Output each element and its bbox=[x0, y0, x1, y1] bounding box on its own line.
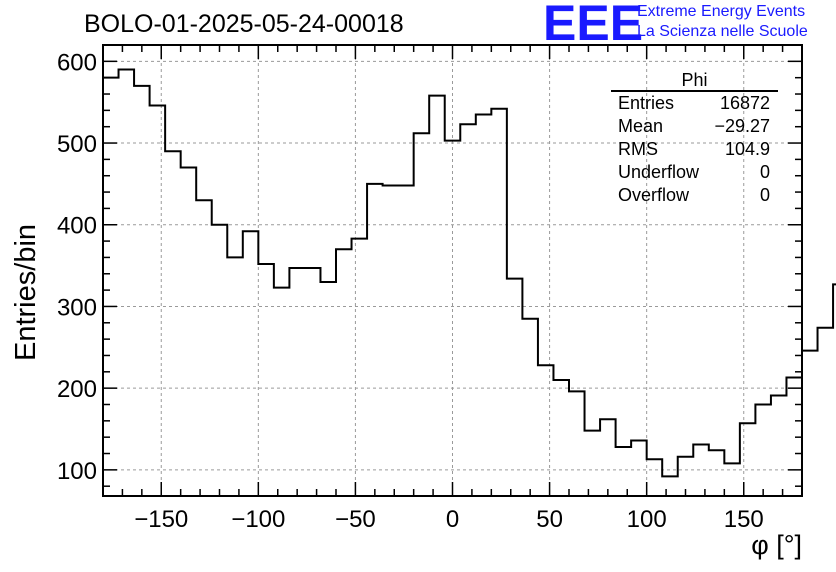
x-axis-label: φ [°] bbox=[751, 530, 802, 560]
stats-value: 104.9 bbox=[724, 139, 770, 159]
x-tick-label: 50 bbox=[536, 506, 563, 533]
y-tick-label: 200 bbox=[57, 376, 97, 403]
stats-row: Mean −29.27 bbox=[611, 115, 778, 138]
stats-value: 0 bbox=[759, 185, 770, 205]
chart-title: BOLO-01-2025-05-24-00018 bbox=[84, 10, 404, 38]
stats-label: Entries bbox=[618, 93, 675, 113]
y-tick-label: 500 bbox=[57, 131, 97, 158]
x-tick-labels: −150 −100 −50 0 50 100 150 bbox=[134, 506, 764, 533]
y-tick-label: 400 bbox=[57, 213, 97, 240]
plot-frame bbox=[102, 44, 803, 497]
logo-line-2: La Scienza nelle Scuole bbox=[637, 23, 808, 40]
stats-value: −29.27 bbox=[714, 116, 770, 136]
x-tick-label: −50 bbox=[335, 506, 376, 533]
stats-label: RMS bbox=[618, 139, 658, 159]
x-tick-label: 0 bbox=[446, 506, 459, 533]
stats-value: 0 bbox=[759, 162, 770, 182]
x-tick-label: 100 bbox=[627, 506, 667, 533]
eee-logo: EEE bbox=[543, 0, 644, 51]
logo-line-1: Extreme Energy Events bbox=[637, 3, 806, 20]
x-tick-label: 150 bbox=[724, 506, 764, 533]
y-axis-label: Entries/bin bbox=[10, 223, 42, 361]
stats-box-name: Phi bbox=[611, 70, 778, 92]
stats-row: Overflow 0 bbox=[611, 184, 778, 207]
stats-row: Entries 16872 bbox=[611, 92, 778, 115]
y-tick-label: 100 bbox=[57, 458, 97, 485]
y-tick-labels: 100 200 300 400 500 600 bbox=[57, 49, 97, 485]
stats-value: 16872 bbox=[719, 93, 770, 113]
histogram-line bbox=[102, 68, 836, 496]
stats-label: Mean bbox=[618, 116, 664, 136]
stats-label: Underflow bbox=[618, 162, 700, 182]
stats-row: Underflow 0 bbox=[611, 161, 778, 184]
x-tick-label: −100 bbox=[231, 506, 285, 533]
x-tick-label: −150 bbox=[134, 506, 188, 533]
stats-box: Phi Entries 16872 Mean −29.27 RMS 104.9 Underf… bbox=[611, 70, 778, 207]
y-tick-label: 600 bbox=[57, 49, 97, 76]
y-tick-label: 300 bbox=[57, 294, 97, 321]
stats-label: Overflow bbox=[618, 185, 690, 205]
stats-row: RMS 104.9 bbox=[611, 138, 778, 161]
axis-ticks bbox=[103, 44, 802, 496]
